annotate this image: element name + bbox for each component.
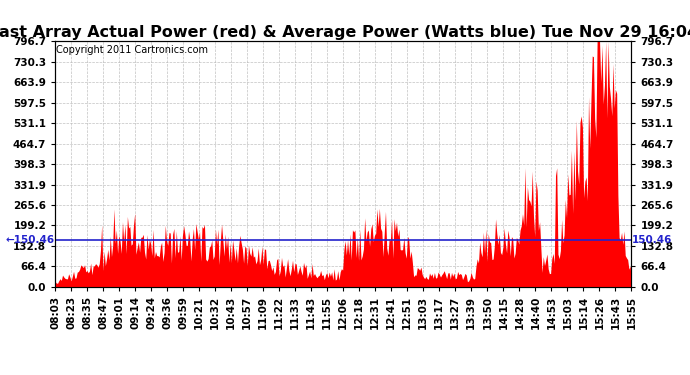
- Title: East Array Actual Power (red) & Average Power (Watts blue) Tue Nov 29 16:04: East Array Actual Power (red) & Average …: [0, 25, 690, 40]
- Text: ←150.46: ←150.46: [6, 236, 55, 246]
- Text: Copyright 2011 Cartronics.com: Copyright 2011 Cartronics.com: [57, 45, 208, 55]
- Text: 150.46: 150.46: [632, 236, 672, 246]
